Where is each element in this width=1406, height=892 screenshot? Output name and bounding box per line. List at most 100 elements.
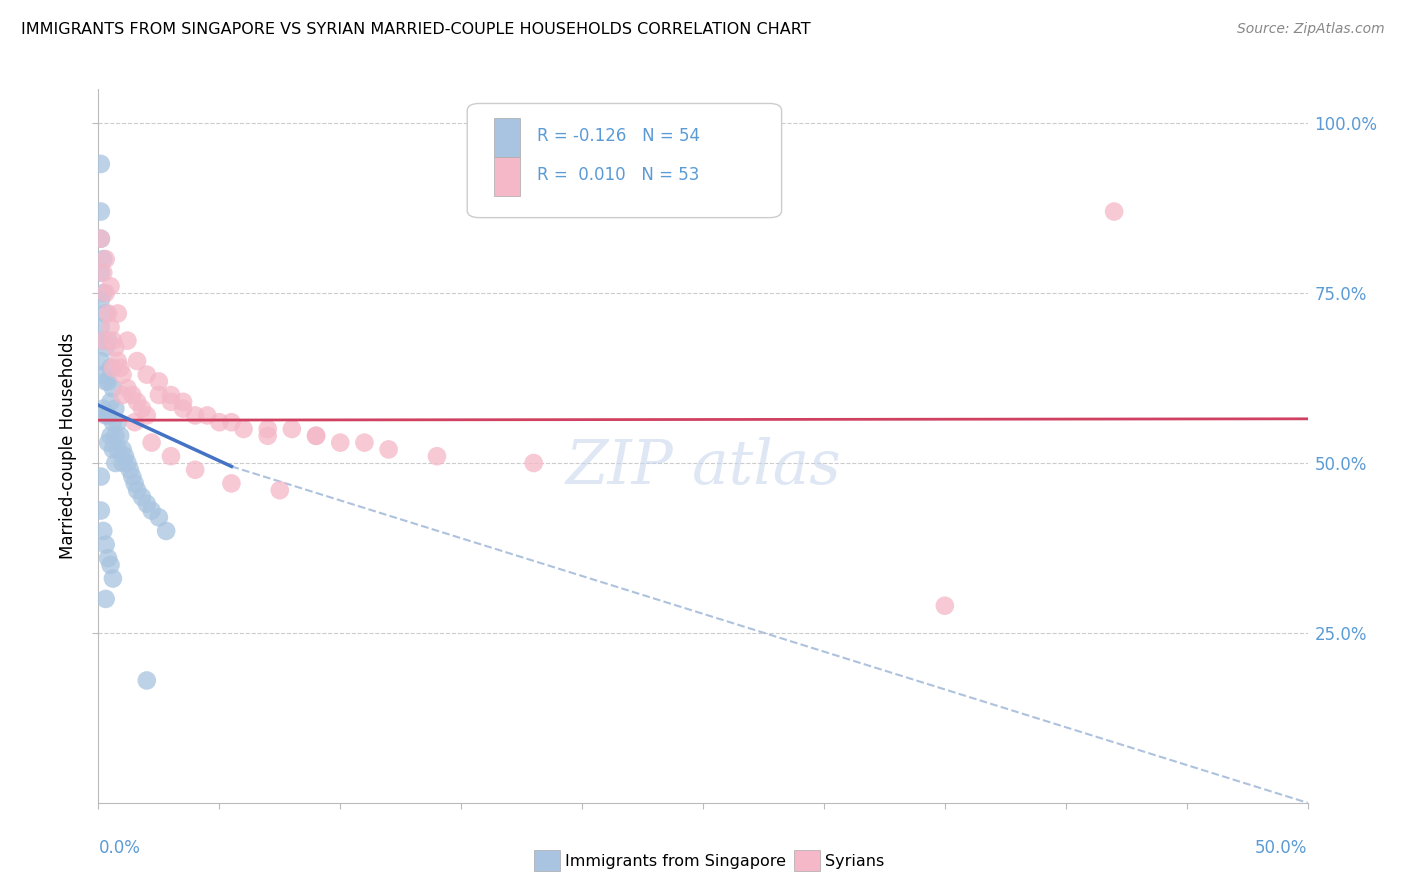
Point xyxy=(107,354,129,368)
Point xyxy=(117,456,139,470)
Point xyxy=(121,469,143,483)
Point xyxy=(148,375,170,389)
Point xyxy=(107,306,129,320)
Point xyxy=(97,435,120,450)
Point xyxy=(111,388,134,402)
Point xyxy=(221,415,243,429)
Point xyxy=(172,401,194,416)
Point xyxy=(100,394,122,409)
Point xyxy=(195,409,218,423)
Point xyxy=(118,463,141,477)
Point xyxy=(94,341,117,355)
Point xyxy=(111,456,134,470)
Point xyxy=(523,456,546,470)
Point xyxy=(160,388,183,402)
Point xyxy=(101,442,124,457)
Point xyxy=(104,341,127,355)
Point xyxy=(100,320,122,334)
Text: Immigrants from Singapore: Immigrants from Singapore xyxy=(565,855,786,869)
Point xyxy=(90,232,112,246)
Point xyxy=(108,429,131,443)
Point xyxy=(127,394,149,409)
Point xyxy=(90,503,112,517)
Point xyxy=(91,266,114,280)
Point xyxy=(94,591,117,606)
Point xyxy=(91,401,114,416)
Text: 50.0%: 50.0% xyxy=(1256,838,1308,856)
Point xyxy=(329,435,352,450)
Point xyxy=(100,429,122,443)
Point xyxy=(108,360,131,375)
FancyBboxPatch shape xyxy=(494,118,520,157)
Point xyxy=(97,551,120,566)
Text: Source: ZipAtlas.com: Source: ZipAtlas.com xyxy=(1237,22,1385,37)
Point xyxy=(184,409,207,423)
Point xyxy=(91,252,114,266)
Point xyxy=(141,503,163,517)
Point xyxy=(117,381,139,395)
Point xyxy=(91,286,114,301)
Point xyxy=(160,449,183,463)
Point xyxy=(131,490,153,504)
Point xyxy=(104,456,127,470)
Point xyxy=(155,524,177,538)
Text: R =  0.010   N = 53: R = 0.010 N = 53 xyxy=(537,166,700,184)
Point xyxy=(94,252,117,266)
Point xyxy=(141,435,163,450)
FancyBboxPatch shape xyxy=(494,157,520,196)
Point xyxy=(131,401,153,416)
Point xyxy=(1102,204,1125,219)
Point xyxy=(111,368,134,382)
Point xyxy=(90,293,112,307)
Text: R = -0.126   N = 54: R = -0.126 N = 54 xyxy=(537,127,700,145)
Point xyxy=(101,334,124,348)
Point xyxy=(107,442,129,457)
Point xyxy=(91,524,114,538)
Point xyxy=(124,476,146,491)
Point xyxy=(90,157,112,171)
Point xyxy=(256,422,278,436)
Point xyxy=(101,572,124,586)
Point xyxy=(269,483,291,498)
Point xyxy=(353,435,375,450)
Point xyxy=(90,354,112,368)
Point xyxy=(305,429,328,443)
Point xyxy=(100,360,122,375)
Point xyxy=(91,334,114,348)
Point xyxy=(94,375,117,389)
Point xyxy=(160,394,183,409)
Point xyxy=(256,429,278,443)
Text: ZIP atlas: ZIP atlas xyxy=(565,437,841,498)
Point xyxy=(934,599,956,613)
Point xyxy=(101,360,124,375)
Point xyxy=(94,286,117,301)
Point xyxy=(184,463,207,477)
FancyBboxPatch shape xyxy=(467,103,782,218)
Point xyxy=(104,401,127,416)
Text: Syrians: Syrians xyxy=(825,855,884,869)
Point xyxy=(135,497,157,511)
Point xyxy=(90,266,112,280)
Point xyxy=(107,415,129,429)
Point xyxy=(127,354,149,368)
Point xyxy=(97,409,120,423)
Point xyxy=(94,537,117,551)
Point xyxy=(305,429,328,443)
Point xyxy=(377,442,399,457)
Point xyxy=(90,320,112,334)
Point xyxy=(104,429,127,443)
Point xyxy=(101,381,124,395)
Point xyxy=(114,449,136,463)
Point xyxy=(221,476,243,491)
Point xyxy=(426,449,449,463)
Point xyxy=(91,334,114,348)
Point xyxy=(97,334,120,348)
Point xyxy=(148,388,170,402)
Point xyxy=(90,232,112,246)
Point xyxy=(100,558,122,572)
Point xyxy=(94,306,117,320)
Point xyxy=(232,422,254,436)
Point xyxy=(111,442,134,457)
Point xyxy=(90,204,112,219)
Point xyxy=(121,388,143,402)
